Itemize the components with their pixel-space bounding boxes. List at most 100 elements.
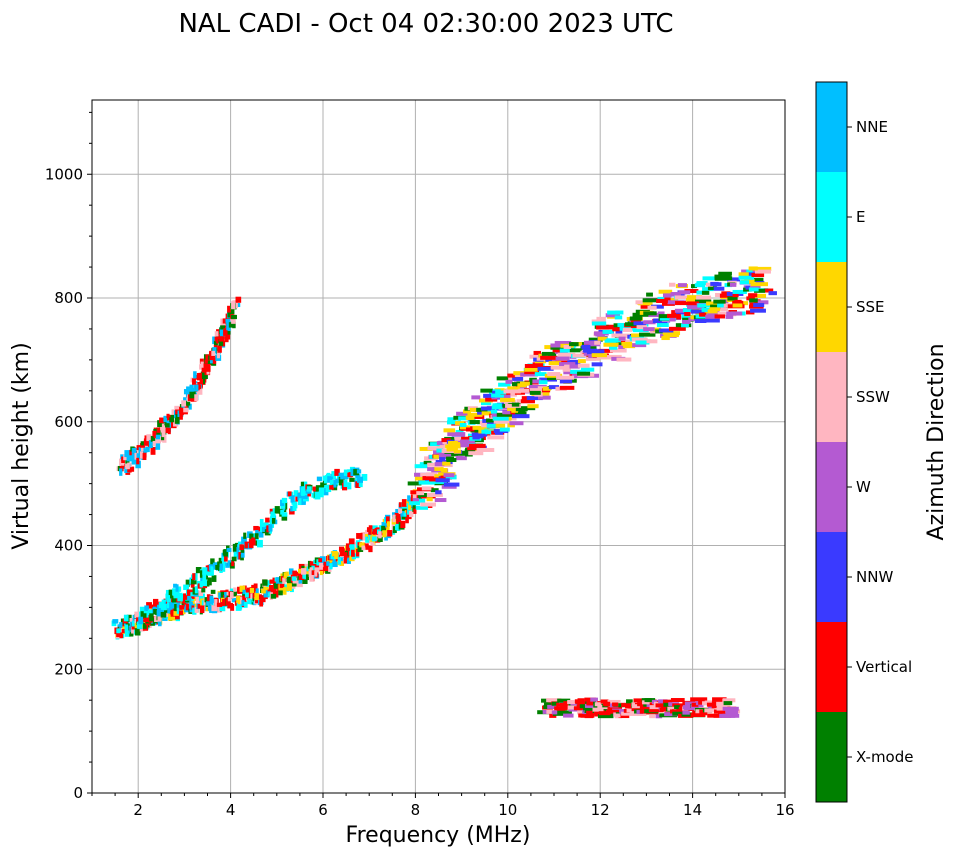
ionogram-echo [355, 481, 361, 488]
ionogram-echo [714, 709, 726, 714]
ionogram-echo [746, 269, 753, 274]
ionogram-echo [212, 336, 217, 345]
ionogram-echo [600, 699, 609, 704]
ionogram-echo [199, 376, 204, 385]
ionogram-echo [491, 405, 503, 410]
ionogram-echo [195, 384, 199, 392]
ionogram-echo [242, 589, 246, 595]
ionogram-echo [734, 299, 742, 304]
ionogram-echo [124, 630, 131, 637]
ionogram-echo [166, 413, 170, 419]
ionogram-echo [392, 526, 397, 534]
ionogram-echo [323, 561, 327, 568]
ionogram-echo [136, 457, 140, 465]
ionogram-echo [562, 367, 571, 372]
ionogram-echo [401, 499, 407, 507]
ionogram-echo [176, 602, 181, 610]
ionogram-echo [175, 409, 180, 416]
ionogram-echo [549, 713, 557, 718]
ionogram-echo [476, 407, 485, 412]
ionogram-echo [682, 710, 690, 715]
ionogram-echo [296, 580, 303, 588]
ionogram-echo [594, 340, 601, 345]
ionogram-echo [455, 421, 465, 426]
ionogram-echo [293, 490, 299, 497]
ionogram-echo [546, 709, 555, 714]
ionogram-echo [657, 311, 665, 316]
ionogram-echo [247, 598, 251, 605]
ionogram-echo [121, 629, 126, 634]
ionogram-echo [392, 514, 396, 523]
ionogram-echo [465, 427, 475, 432]
ionogram-echo [502, 410, 511, 415]
ionogram-echo [768, 291, 777, 296]
ionogram-echo [754, 266, 772, 271]
ionogram-echo [348, 538, 355, 545]
ionogram-echo [183, 593, 188, 600]
ionogram-echo [261, 589, 266, 594]
colorbar-tick-label: W [856, 478, 871, 496]
ionogram-echo [615, 329, 623, 334]
ionogram-echo [221, 564, 226, 572]
ionogram-echo [157, 618, 162, 627]
ionogram-echo [521, 396, 531, 401]
ionogram-echo [704, 708, 715, 713]
ionogram-echo [239, 544, 244, 551]
ionogram-echo [164, 601, 170, 610]
ionogram-echo [256, 539, 263, 548]
ionogram-echo [198, 372, 204, 378]
ionogram-echo [327, 476, 333, 483]
ionogram-echo [264, 522, 269, 527]
ionogram-echo [266, 525, 270, 533]
ionogram-echo [326, 561, 330, 566]
ionogram-echo [644, 698, 656, 703]
ionogram-echo [507, 386, 520, 391]
ionogram-echo [129, 618, 135, 624]
colorbar-tick-label: SSE [856, 298, 885, 316]
ionogram-echo [179, 592, 183, 599]
ionogram-echo [567, 700, 576, 705]
ionogram-echo [625, 339, 632, 344]
ionogram-echo [158, 602, 164, 608]
ionogram-echo [662, 699, 673, 704]
ionogram-echo [131, 627, 137, 634]
ionogram-echo [579, 704, 588, 709]
ionogram-echo [235, 296, 242, 303]
ionogram-echo [318, 558, 323, 563]
ionogram-echo [615, 342, 627, 347]
ionogram-echo [305, 574, 310, 581]
ionogram-echo [143, 613, 147, 619]
ionogram-echo [200, 361, 204, 368]
ionogram-echo [682, 317, 694, 322]
ionogram-echo [329, 485, 334, 490]
ionogram-echo [604, 339, 619, 344]
ionogram-echo [440, 467, 448, 472]
ionogram-echo [738, 272, 749, 277]
ionogram-echo [524, 363, 539, 368]
axis-ticks: 2 4 6 8 10 12 14 16 0 200 400 600 800 1000 [45, 111, 795, 819]
ionogram-echo [244, 541, 250, 549]
ionogram-echo [626, 699, 633, 704]
ionogram-echo [750, 282, 769, 287]
ionogram-echo [720, 307, 728, 312]
ionogram-echo [339, 560, 345, 566]
ionogram-echo [269, 584, 274, 591]
ionogram-echo [468, 451, 484, 456]
ionogram-echo [382, 530, 387, 538]
ionogram-echo [441, 438, 451, 443]
ionogram-echo [492, 416, 509, 421]
ionogram-echo [199, 581, 203, 588]
ionogram-echo [230, 307, 235, 315]
ionogram-echo [743, 287, 752, 292]
ionogram-echo [142, 453, 147, 461]
x-axis-label: Frequency (MHz) [346, 823, 531, 848]
ionogram-echo [670, 709, 688, 714]
ionogram-echo [526, 396, 543, 401]
ionogram-echo [447, 432, 466, 437]
ionogram-echo [537, 395, 551, 400]
ionogram-echo [512, 414, 530, 419]
ionogram-echo [358, 480, 363, 488]
ionogram-echo [230, 603, 235, 611]
ionogram-echo [720, 303, 735, 308]
ionogram-echo [212, 347, 217, 354]
